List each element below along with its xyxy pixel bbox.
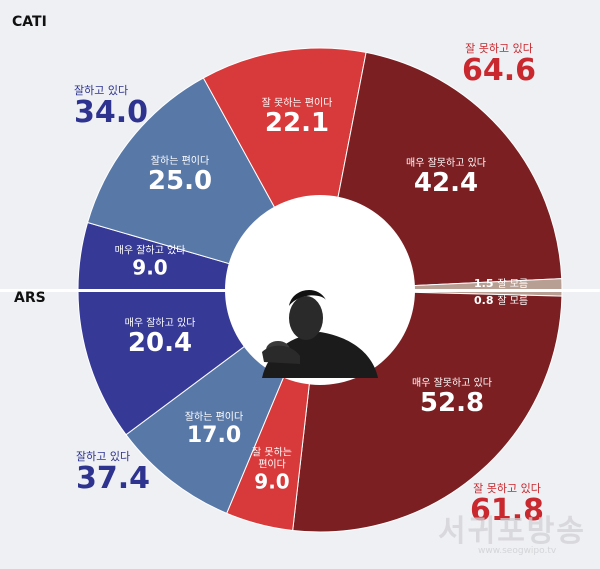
portrait-illustration <box>262 289 378 378</box>
ars-good-value: 17.0 <box>186 422 242 448</box>
cati-total-bad-value: 64.6 <box>462 53 537 88</box>
cati-unknown-label: 1.5 잘 모름 <box>474 275 528 290</box>
cati-good-caption: 잘하는 편이다 <box>150 156 210 168</box>
cati-bad-caption: 잘 못하는 편이다 <box>261 98 333 110</box>
ars-total-good: 잘하고 있다 37.4 <box>76 448 150 494</box>
cati-bad-label: 잘 못하는 편이다 22.1 <box>262 99 333 137</box>
watermark-url: www.seogwipo.tv <box>478 546 557 556</box>
ars-unknown-value: 0.8 <box>474 294 494 307</box>
ars-verygood-caption: 매우 잘하고 있다 <box>124 318 196 330</box>
ars-total-bad-value: 61.8 <box>470 493 545 528</box>
cati-verybad-label: 매우 잘못하고 있다 42.4 <box>406 159 486 197</box>
cati-verygood-caption: 매우 잘하고 있다 <box>114 245 186 257</box>
cati-verygood-value: 9.0 <box>132 254 168 279</box>
ars-total-bad: 잘 못하고 있다 61.8 <box>470 480 544 526</box>
cati-total-good-caption: 잘하고 있다 <box>74 84 129 97</box>
cati-verygood-label: 매우 잘하고 있다 9.0 <box>115 246 186 278</box>
ars-section-label: ARS <box>14 290 46 306</box>
cati-total-good-value: 34.0 <box>74 95 149 130</box>
ars-unknown-label: 0.8 잘 모름 <box>474 292 528 307</box>
ars-total-good-value: 37.4 <box>76 461 151 496</box>
ars-verybad-value: 52.8 <box>419 387 485 418</box>
watermark-text: 서귀포방송 <box>438 514 586 549</box>
cati-total-bad: 잘 못하고 있다 64.6 <box>462 40 536 86</box>
ars-bad-label: 잘 못하는 편이다 9.0 <box>252 448 292 493</box>
cati-good-label: 잘하는 편이다 25.0 <box>148 157 212 195</box>
ars-verygood-label: 매우 잘하고 있다 20.4 <box>125 319 196 357</box>
cati-section-label: CATI <box>12 14 47 30</box>
cati-bad-value: 22.1 <box>264 107 330 138</box>
ars-total-bad-caption: 잘 못하고 있다 <box>473 482 541 495</box>
ars-bad-caption: 잘 못하는 편이다 <box>252 447 292 471</box>
ars-good-caption: 잘하는 편이다 <box>184 412 244 424</box>
ars-verybad-caption: 매우 잘못하고 있다 <box>412 378 492 390</box>
cati-total-good: 잘하고 있다 34.0 <box>74 82 148 128</box>
ars-verygood-value: 20.4 <box>127 327 193 358</box>
ars-bad-value: 9.0 <box>254 469 290 494</box>
ars-total-good-caption: 잘하고 있다 <box>76 450 131 463</box>
cati-total-bad-caption: 잘 못하고 있다 <box>465 42 533 55</box>
ars-unknown-caption: 잘 모름 <box>497 296 529 307</box>
cati-verybad-value: 42.4 <box>413 167 479 198</box>
cati-unknown-value: 1.5 <box>474 277 494 290</box>
ars-verybad-label: 매우 잘못하고 있다 52.8 <box>412 379 492 417</box>
cati-unknown-caption: 잘 모름 <box>497 279 529 290</box>
ars-good-label: 잘하는 편이다 17.0 <box>185 413 243 447</box>
center-hole <box>225 195 415 385</box>
cati-good-value: 25.0 <box>147 165 213 196</box>
cati-verybad-caption: 매우 잘못하고 있다 <box>406 158 486 170</box>
